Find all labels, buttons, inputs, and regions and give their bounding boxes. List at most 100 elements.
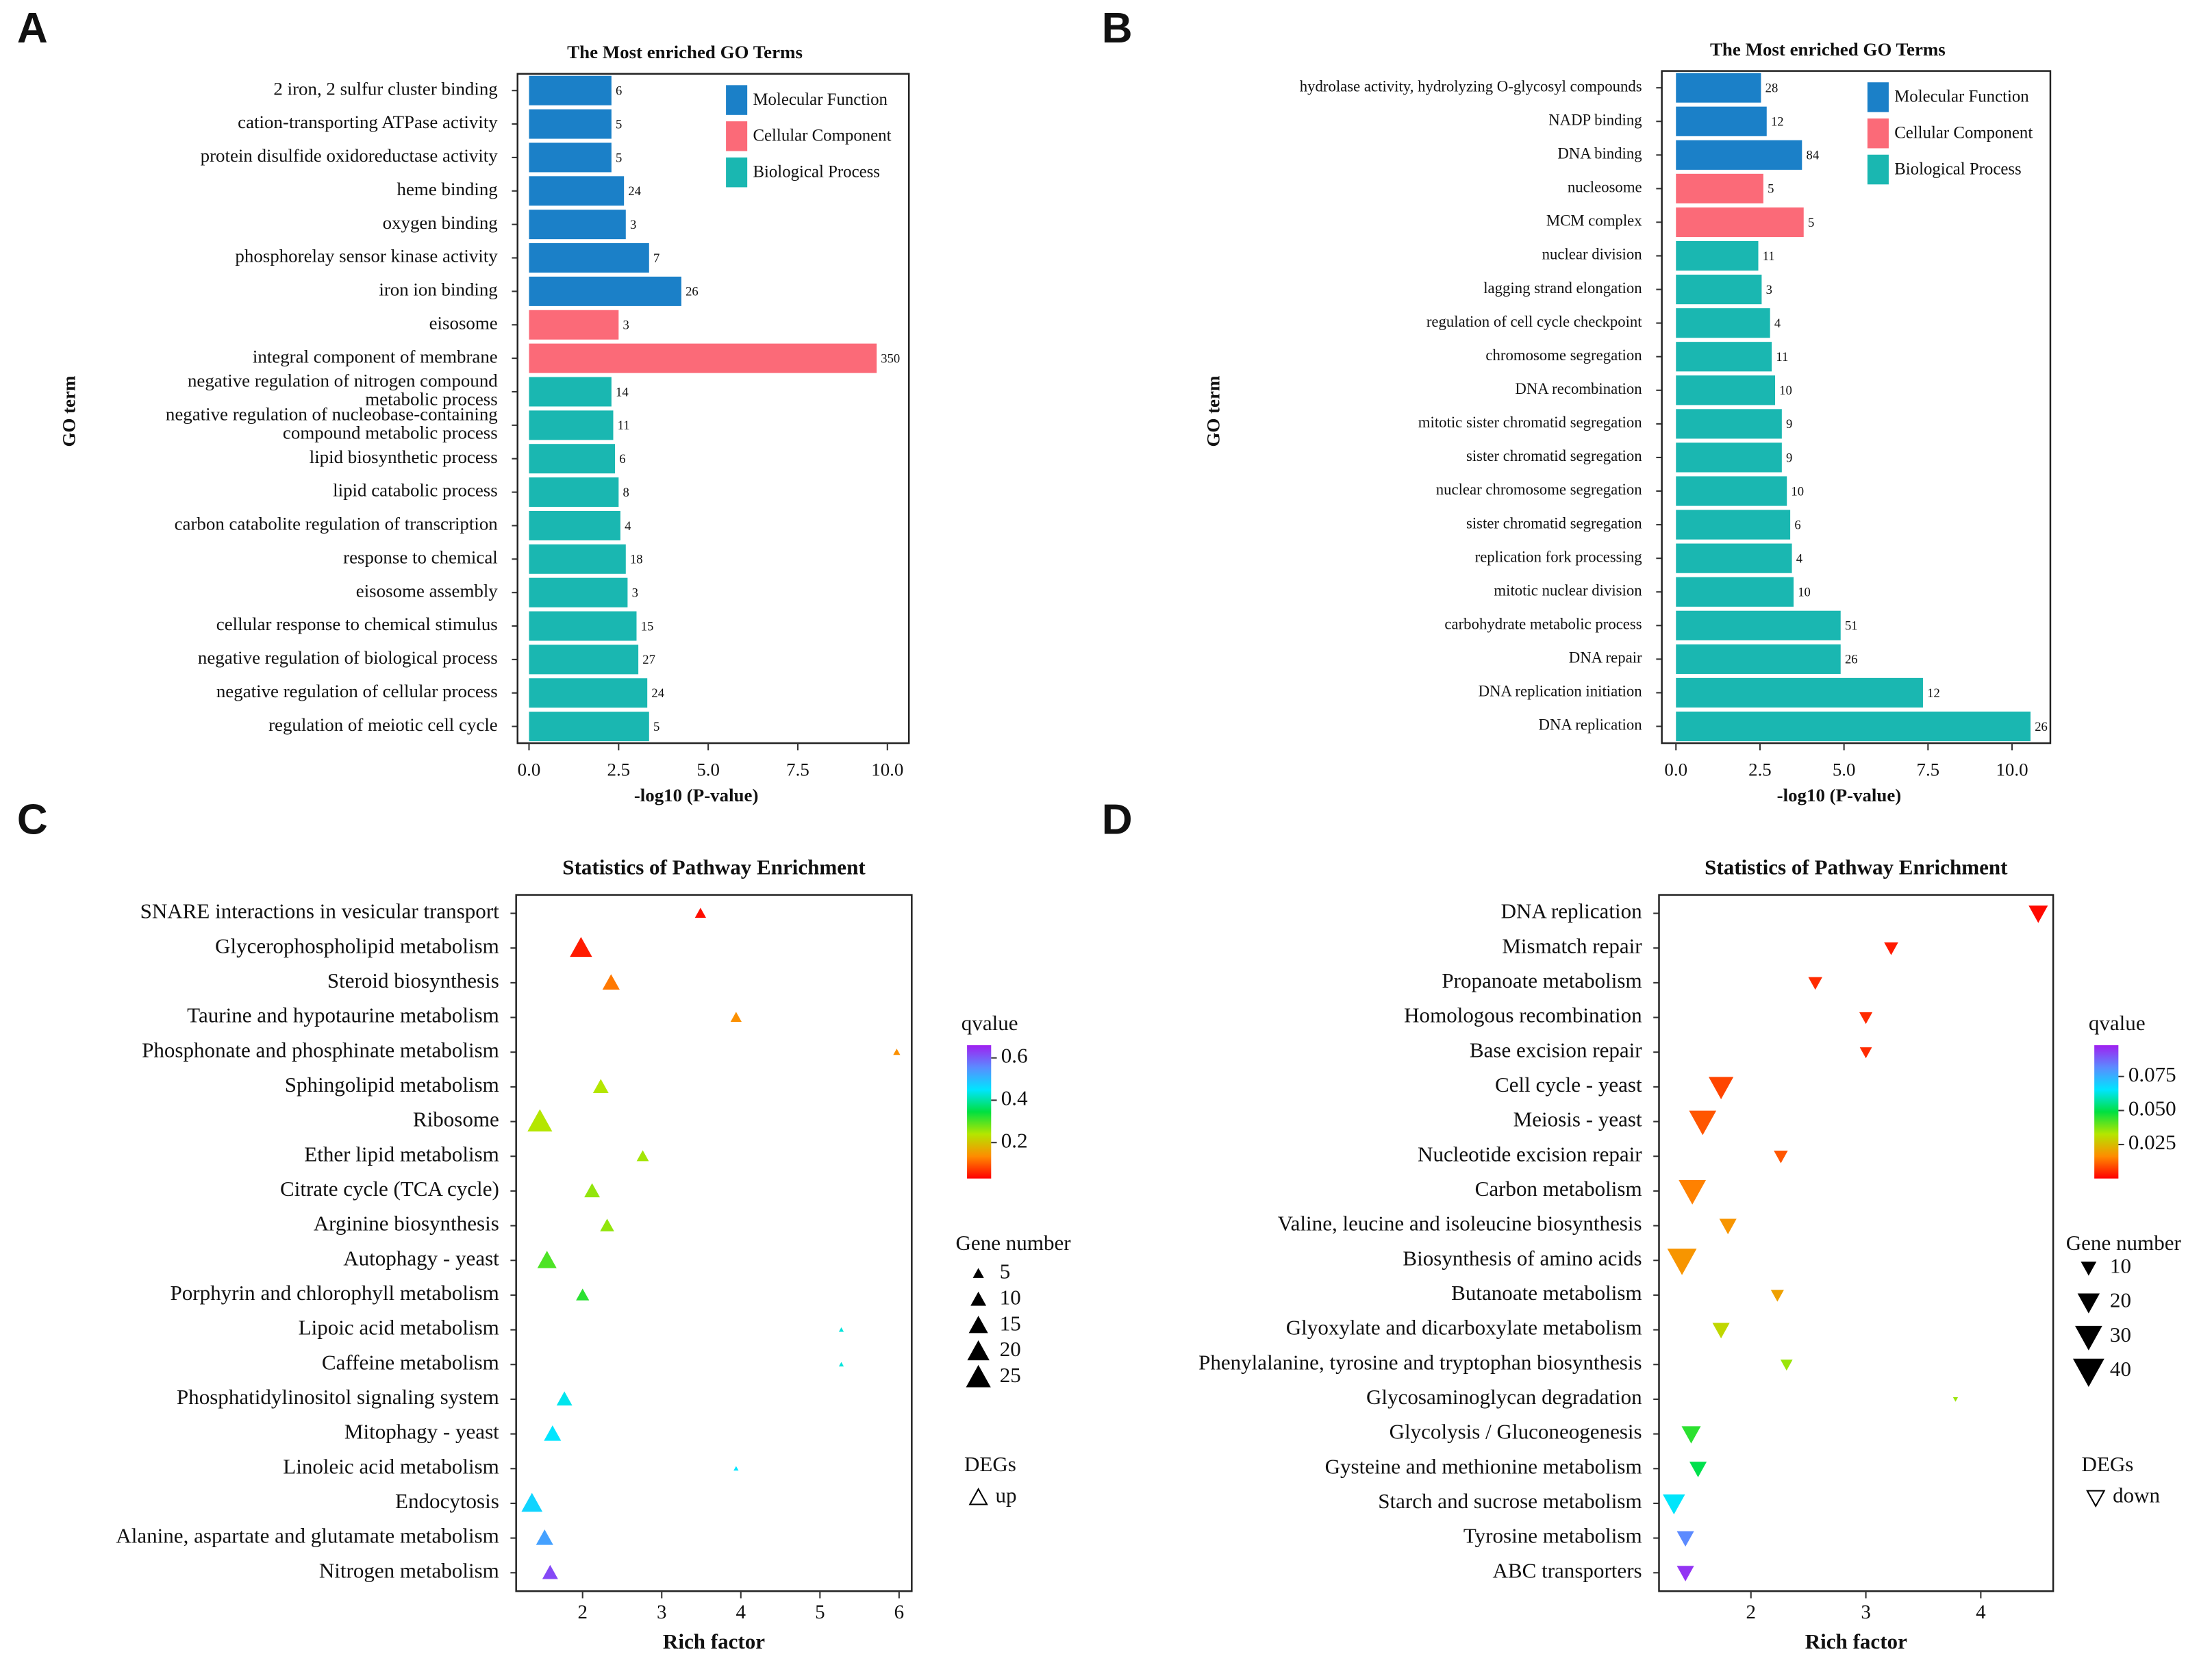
x-axis-label: Rich factor xyxy=(1805,1629,1907,1653)
legend-label: Molecular Function xyxy=(1894,88,2029,106)
chart-title: The Most enriched GO Terms xyxy=(567,42,803,62)
point xyxy=(1676,1531,1694,1547)
count-label: 84 xyxy=(1807,149,1820,163)
degs-label: down xyxy=(2113,1484,2160,1507)
point xyxy=(730,1012,742,1023)
colorbar-tick-label: 0.075 xyxy=(2128,1062,2176,1086)
point xyxy=(1780,1360,1793,1371)
bar xyxy=(529,410,614,440)
bar xyxy=(1676,73,1761,103)
bar xyxy=(529,109,612,139)
y-tick-label: cellular response to chemical stimulus xyxy=(216,614,498,634)
size-legend-label: 30 xyxy=(2110,1323,2131,1347)
legend-swatch xyxy=(726,85,748,115)
y-tick-label: nucleosome xyxy=(1568,179,1642,196)
y-tick-label: Phenylalanine, tyrosine and tryptophan b… xyxy=(1198,1350,1642,1374)
x-tick-label: 4 xyxy=(736,1601,746,1623)
x-tick-label: 6 xyxy=(894,1601,904,1623)
count-label: 7 xyxy=(653,251,659,266)
y-tick-label: replication fork processing xyxy=(1475,548,1642,565)
x-tick-label: 5.0 xyxy=(1833,760,1856,780)
y-tick-label: Butanoate metabolism xyxy=(1451,1281,1642,1305)
y-tick-label: Base excision repair xyxy=(1470,1038,1642,1062)
bar xyxy=(529,611,637,641)
point xyxy=(1770,1290,1784,1302)
y-tick-label: Carbon metabolism xyxy=(1475,1177,1642,1201)
count-label: 14 xyxy=(616,385,629,399)
y-tick-label: Nucleotide excision repair xyxy=(1418,1142,1642,1166)
point xyxy=(1952,1397,1959,1402)
count-label: 3 xyxy=(623,318,629,333)
bar xyxy=(529,276,681,306)
colorbar-tick-label: 0.025 xyxy=(2128,1130,2176,1154)
bar xyxy=(1676,442,1782,473)
count-label: 26 xyxy=(2035,720,2048,734)
y-tick-label: Porphyrin and chlorophyll metabolism xyxy=(171,1281,499,1305)
point xyxy=(592,1079,609,1094)
y-tick-label: Propanoate metabolism xyxy=(1442,968,1642,992)
count-label: 11 xyxy=(1776,350,1788,364)
count-label: 5 xyxy=(1768,182,1774,197)
y-tick-label: DNA binding xyxy=(1557,145,1642,162)
colorbar xyxy=(967,1045,992,1179)
y-tick-label: protein disulfide oxidoreductase activit… xyxy=(201,145,499,166)
y-tick-label: negative regulation of cellular process xyxy=(216,681,498,701)
legend-label: Biological Process xyxy=(1894,160,2022,178)
y-tick-label: Ribosome xyxy=(413,1107,499,1131)
y-tick-label: Cell cycle - yeast xyxy=(1495,1073,1642,1097)
y-tick-label: Sphingolipid metabolism xyxy=(285,1073,499,1097)
y-tick-label: Alanine, aspartate and glutamate metabol… xyxy=(116,1524,499,1548)
point xyxy=(1679,1180,1707,1205)
y-tick-label: DNA replication xyxy=(1501,899,1643,923)
x-axis-label: -log10 (P-value) xyxy=(634,785,759,805)
y-tick-label: Homologous recombination xyxy=(1404,1003,1642,1027)
y-tick-label: sister chromatid segregation xyxy=(1466,447,1642,464)
y-tick-label: Lipoic acid metabolism xyxy=(299,1316,499,1340)
bar xyxy=(529,444,616,474)
x-tick-label: 2 xyxy=(577,1601,587,1623)
count-label: 3 xyxy=(632,586,638,601)
point xyxy=(556,1391,573,1406)
bar xyxy=(1676,106,1767,136)
count-label: 4 xyxy=(625,519,631,534)
y-tick-label: DNA replication xyxy=(1539,716,1643,734)
y-tick-label: Phosphonate and phosphinate metabolism xyxy=(142,1038,499,1062)
panel-label: A xyxy=(17,5,48,52)
size-legend-label: 10 xyxy=(1000,1285,1021,1309)
y-tick-label: Arginine biosynthesis xyxy=(314,1212,499,1236)
y-tick-label: NADP binding xyxy=(1548,111,1642,128)
size-legend-marker xyxy=(966,1364,991,1388)
x-tick-label: 0.0 xyxy=(1664,760,1687,780)
plot-frame xyxy=(516,73,910,744)
size-legend-label: 10 xyxy=(2110,1253,2131,1277)
point xyxy=(536,1529,553,1545)
legend-swatch xyxy=(726,121,748,151)
colorbar-tick-label: 0.6 xyxy=(1001,1044,1028,1068)
y-tick-label: Citrate cycle (TCA cycle) xyxy=(280,1177,499,1201)
count-label: 11 xyxy=(1763,249,1775,264)
point xyxy=(537,1251,557,1268)
x-tick-label: 10.0 xyxy=(871,760,903,780)
count-label: 24 xyxy=(628,184,641,199)
y-tick-label: iron ion binding xyxy=(379,279,497,300)
count-label: 4 xyxy=(1796,552,1803,566)
bar xyxy=(529,243,649,273)
bar xyxy=(1676,308,1770,338)
y-tick-label: hydrolase activity, hydrolyzing O-glycos… xyxy=(1300,77,1642,95)
size-legend-marker xyxy=(2077,1293,2100,1314)
size-legend-title: Gene number xyxy=(2066,1231,2182,1255)
size-legend-marker xyxy=(2072,1358,2104,1388)
size-legend-marker xyxy=(968,1316,988,1334)
y-axis-label: GO term xyxy=(59,376,79,447)
size-legend-label: 20 xyxy=(1000,1337,1021,1361)
y-tick-label: lipid catabolic process xyxy=(333,480,498,501)
y-tick-label: mitotic nuclear division xyxy=(1494,581,1642,599)
size-legend-marker xyxy=(970,1291,987,1306)
y-tick-label: Linoleic acid metabolism xyxy=(283,1454,499,1478)
bar xyxy=(1676,275,1762,305)
size-legend-title: Gene number xyxy=(956,1231,1072,1255)
bar xyxy=(529,75,612,105)
point xyxy=(1689,1462,1707,1477)
y-tick-label: Biosynthesis of amino acids xyxy=(1403,1246,1642,1270)
count-label: 10 xyxy=(1779,384,1792,398)
